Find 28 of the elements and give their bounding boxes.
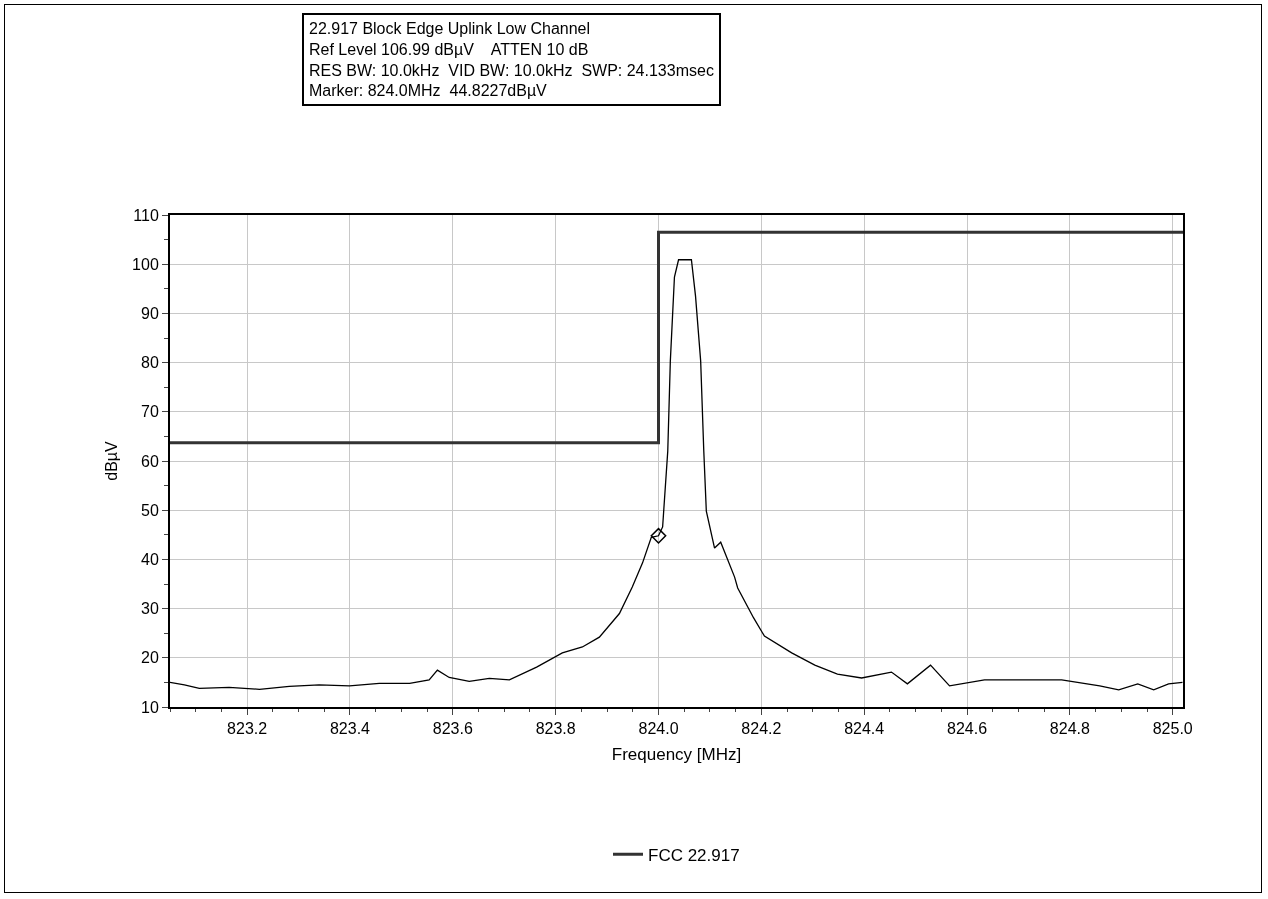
x-tick-label: 824.4 bbox=[844, 720, 885, 738]
y-tick-label: 110 bbox=[133, 206, 159, 224]
x-tick-label: 824.0 bbox=[638, 720, 679, 738]
chart-title: 22.917 Block Edge Uplink Low Channel bbox=[309, 20, 591, 37]
y-tick-label: 50 bbox=[141, 501, 159, 519]
x-tick-label: 824.6 bbox=[947, 720, 988, 738]
y-tick-label: 60 bbox=[141, 452, 159, 470]
y-tick-label: 100 bbox=[132, 255, 159, 273]
y-tick-label: 40 bbox=[141, 551, 159, 568]
x-tick-label: 824.2 bbox=[741, 720, 782, 738]
x-tick-label: 823.6 bbox=[432, 720, 473, 738]
y-tick-label: 90 bbox=[141, 305, 159, 322]
x-axis-title: Frequency [MHz] bbox=[611, 745, 742, 765]
text: RES BW: 10.0kHz VID BW: 10.0kHz SWP: 24.133msec bbox=[309, 61, 714, 79]
text: Ref Level 106.99 dBµV ATTEN 10 dB bbox=[309, 40, 589, 58]
y-tick-label: 10 bbox=[141, 698, 159, 716]
text: Marker: 824.0MHz 44.8227dBµV bbox=[309, 82, 548, 100]
y-tick-label: 30 bbox=[141, 600, 159, 618]
x-tick-label: 823.2 bbox=[227, 720, 268, 738]
legend-label: FCC 22.917 bbox=[648, 845, 740, 865]
x-tick-label: 824.8 bbox=[1049, 720, 1090, 738]
y-tick-label: 80 bbox=[141, 354, 159, 372]
y-tick-label: 70 bbox=[141, 403, 159, 421]
x-tick-label: 823.4 bbox=[329, 720, 371, 738]
y-axis-title: dBµV bbox=[103, 440, 121, 481]
x-tick-label: 825.0 bbox=[1152, 720, 1193, 738]
y-tick-label: 20 bbox=[141, 649, 159, 667]
x-tick-label: 823.8 bbox=[535, 720, 576, 738]
